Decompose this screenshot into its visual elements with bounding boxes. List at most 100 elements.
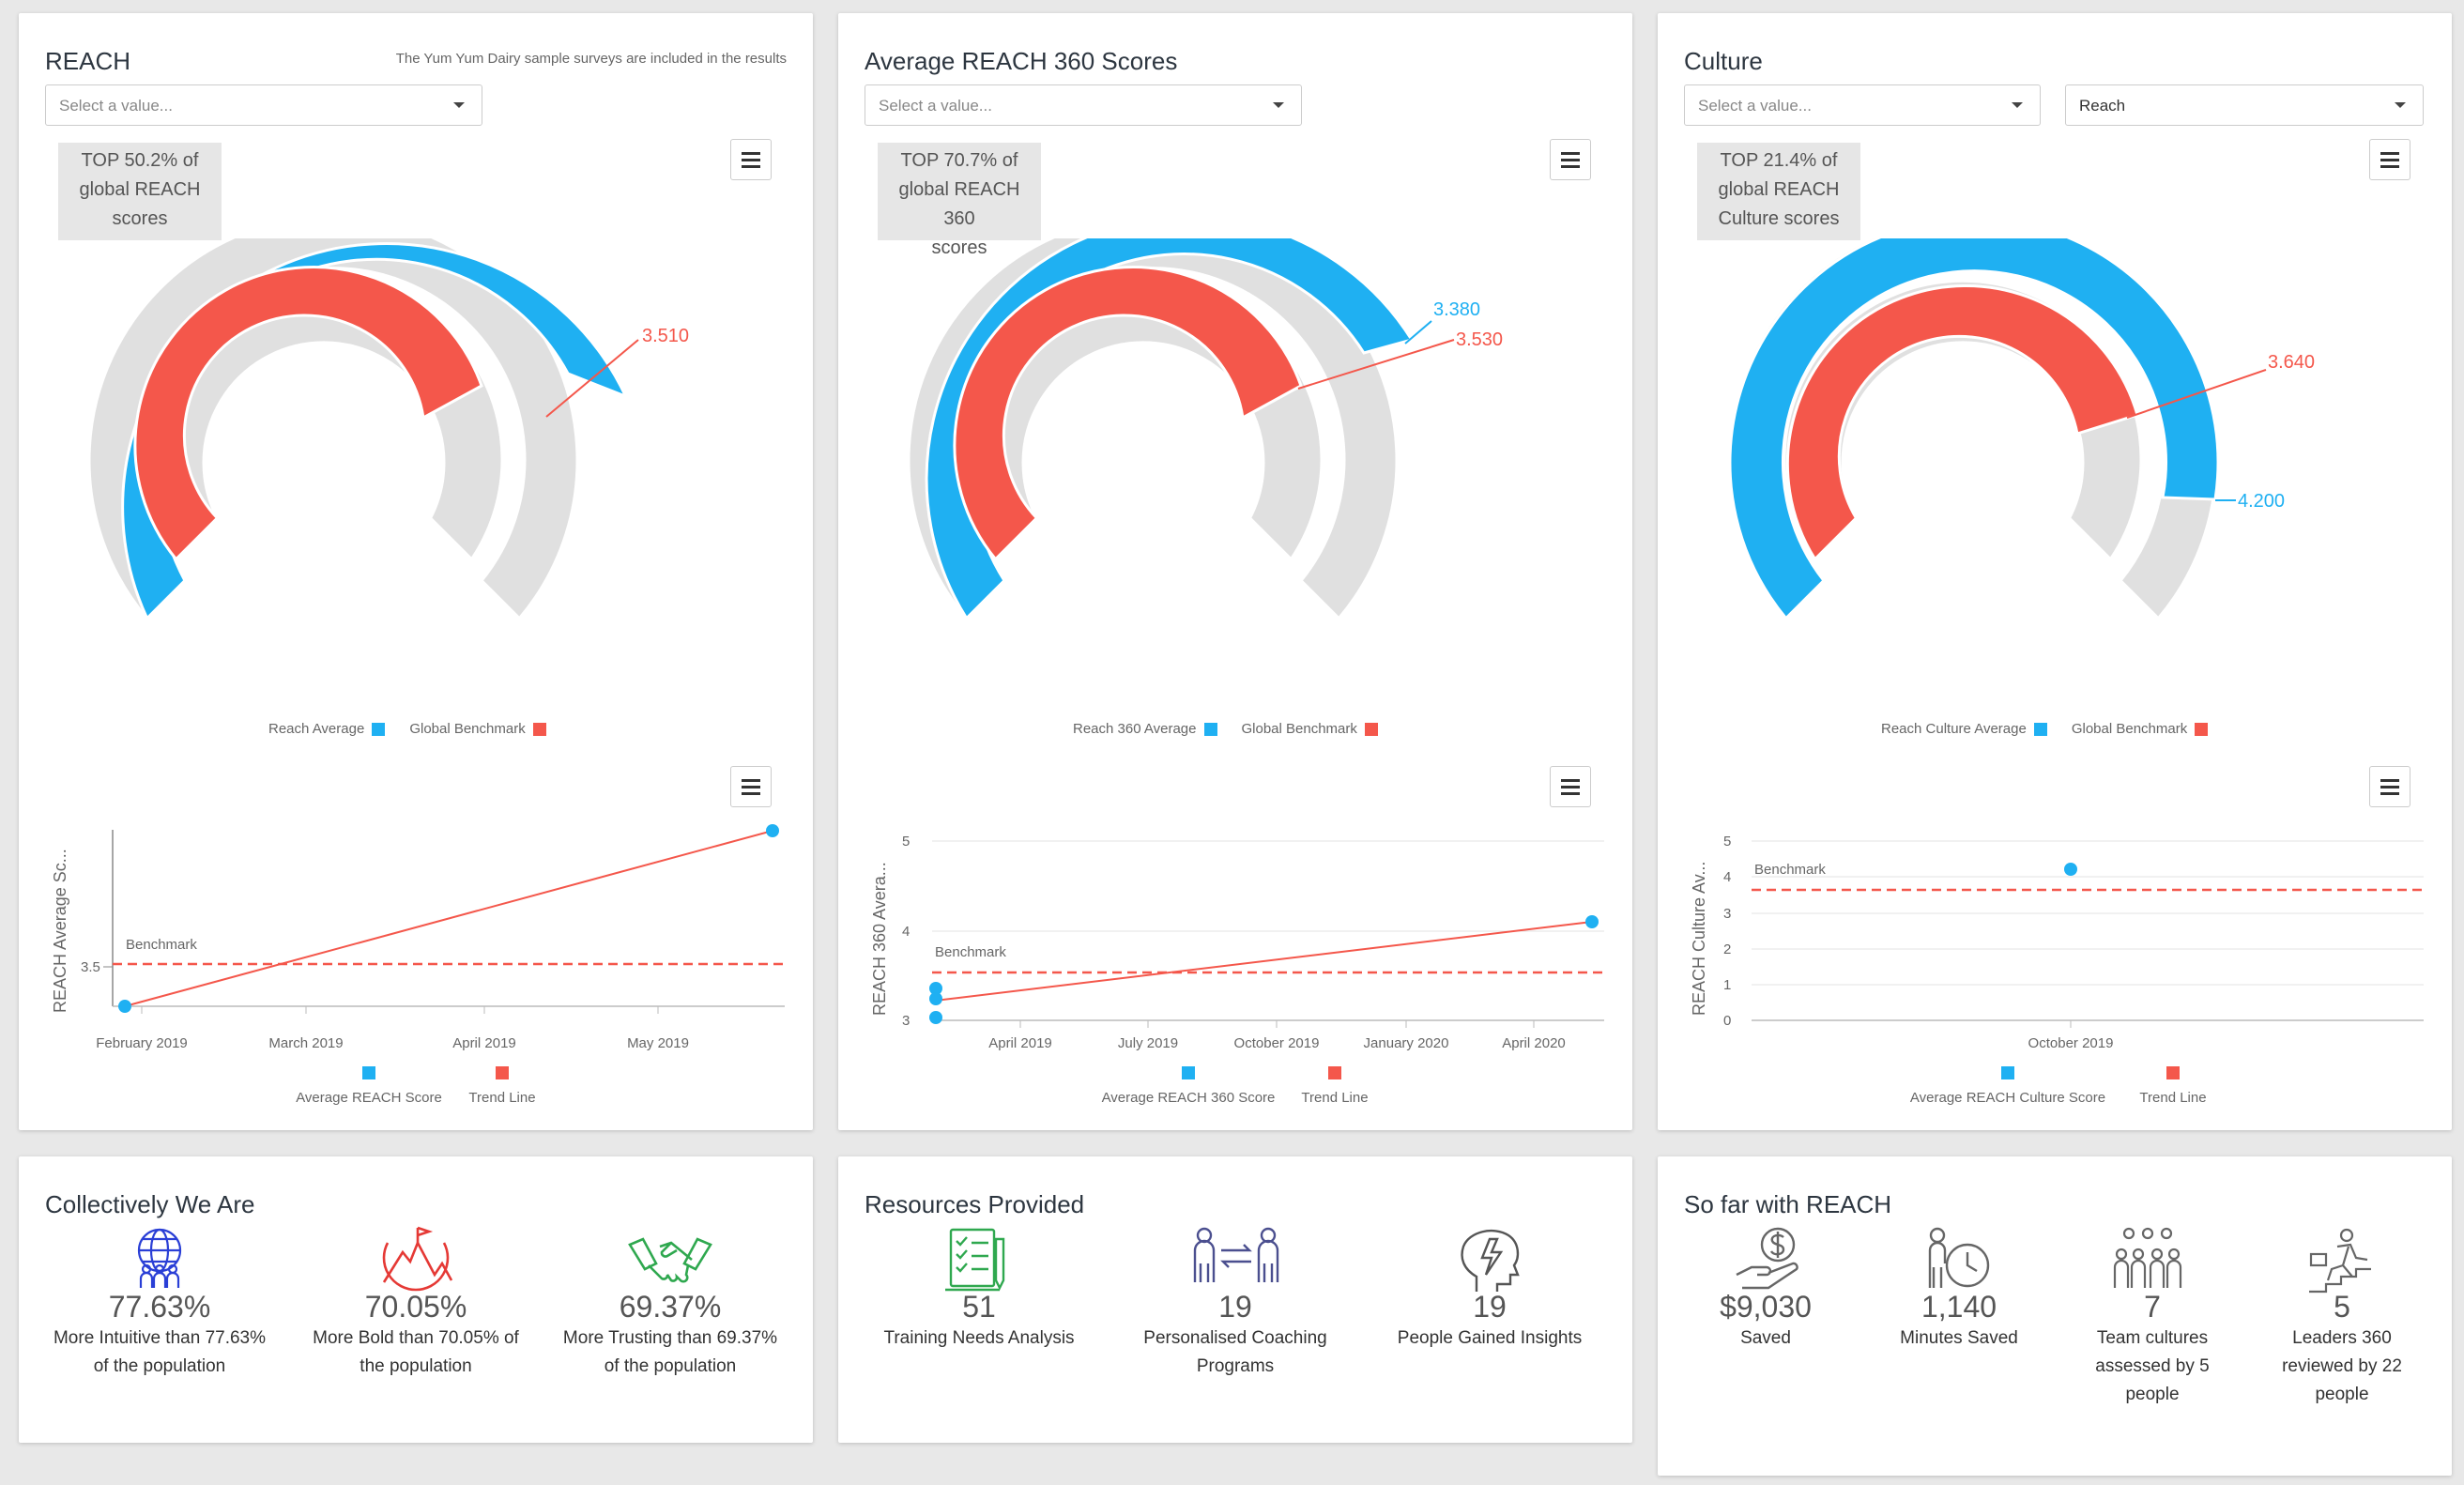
- y-tick-label: 4: [1723, 869, 1731, 885]
- stat-label: Team cultures: [2096, 1328, 2209, 1348]
- gauge-average-value: 3.380: [1433, 299, 1480, 320]
- legend-swatch: [1203, 722, 1217, 736]
- reach360-gauge-chart: 3.380 3.530: [907, 238, 1503, 621]
- stat-label: Saved: [1740, 1328, 1791, 1348]
- stat-label: More Trusting than 69.37%: [562, 1328, 778, 1348]
- leader-stairs-icon: [2309, 1228, 2371, 1294]
- badge-line: TOP 70.7% of: [900, 150, 1018, 171]
- stat-label: Leaders 360: [2292, 1328, 2392, 1348]
- legend-label: Average REACH 360 Score: [1102, 1090, 1276, 1106]
- x-tick-label: April 2019: [988, 1035, 1052, 1051]
- team-icon: [2113, 1227, 2182, 1288]
- money-hand-icon: [1736, 1227, 1798, 1290]
- x-ticks: April 2019 July 2019 October 2019 Januar…: [988, 1020, 1566, 1051]
- reach360-title: Average REACH 360 Scores: [865, 47, 1178, 75]
- coaching-icon: [1193, 1227, 1279, 1282]
- chart-menu-button[interactable]: [2369, 139, 2410, 180]
- stat-label: More Intuitive than 77.63%: [53, 1328, 267, 1348]
- legend-label: Trend Line: [1301, 1090, 1368, 1106]
- culture-type-select[interactable]: Reach: [2065, 84, 2424, 126]
- reach-select-placeholder: Select a value...: [59, 97, 173, 115]
- legend-label: Global Benchmark: [1241, 721, 1357, 737]
- mountain-flag-icon: [382, 1226, 453, 1292]
- legend-label: Trend Line: [2139, 1090, 2206, 1106]
- stat-value: 51: [962, 1290, 996, 1324]
- stat-money-saved: $9,030 Saved: [1667, 1290, 1864, 1353]
- stat-value: 69.37%: [619, 1290, 722, 1324]
- stat-value: 19: [1218, 1290, 1252, 1324]
- stat-label: People Gained Insights: [1397, 1328, 1583, 1348]
- stat-value: 7: [2144, 1290, 2161, 1324]
- people-globe-icon: [137, 1228, 182, 1288]
- gauge-average-value: 4.200: [2238, 491, 2285, 512]
- y-axis-title: REACH Culture Av...: [1690, 862, 1708, 1016]
- average-leader-line: [1404, 320, 1432, 344]
- culture-card: Culture Select a value... Reach TOP 21.4…: [1658, 13, 2452, 1130]
- benchmark-label: Benchmark: [935, 944, 1006, 960]
- data-point: [929, 1011, 942, 1024]
- stat-label: of the population: [604, 1356, 737, 1376]
- stat-value: 19: [1473, 1290, 1507, 1324]
- stat-value: 1,140: [1921, 1290, 1997, 1324]
- chevron-down-icon: [2012, 102, 2023, 108]
- x-ticks: February 2019 March 2019 April 2019 May …: [96, 1006, 689, 1051]
- badge-line: scores: [931, 237, 987, 258]
- x-tick-label: July 2019: [1118, 1035, 1178, 1051]
- gauge-benchmark-bar: [133, 266, 483, 561]
- chart-menu-button[interactable]: [1550, 139, 1591, 180]
- chart-menu-button[interactable]: [2369, 766, 2410, 807]
- badge-line: global REACH: [79, 179, 201, 200]
- chart-menu-button[interactable]: [730, 139, 772, 180]
- legend-swatch: [2166, 1066, 2180, 1079]
- badge-line: global REACH 360: [898, 179, 1020, 229]
- stat-label: reviewed by 22: [2282, 1356, 2402, 1376]
- clock-person-icon: [1928, 1227, 1990, 1288]
- legend-swatch: [532, 722, 546, 736]
- culture-select[interactable]: Select a value...: [1684, 84, 2041, 126]
- x-tick-label: January 2020: [1364, 1035, 1449, 1051]
- stat-label: people: [2315, 1385, 2369, 1404]
- chevron-down-icon: [453, 102, 465, 108]
- y-tick-label: 1: [1723, 977, 1731, 993]
- stat-label: of the population: [93, 1356, 226, 1376]
- stat-value: 70.05%: [364, 1290, 467, 1324]
- stat-value: 5: [2334, 1290, 2350, 1324]
- benchmark-leader-line: [545, 339, 639, 418]
- sofar-card: So far with REACH $9,030 Saved 1,140 Min…: [1658, 1156, 2452, 1476]
- reach360-select[interactable]: Select a value...: [865, 84, 1302, 126]
- culture-gauge-chart: 3.640 4.200: [1726, 238, 2315, 620]
- data-point: [1585, 915, 1599, 928]
- stat-leaders-360: 5 Leaders 360 reviewed by 22 people: [2243, 1290, 2441, 1409]
- chart-menu-button[interactable]: [1550, 766, 1591, 807]
- legend-swatch: [1328, 1066, 1341, 1079]
- x-tick-label: October 2019: [1234, 1035, 1320, 1051]
- legend-label: Reach 360 Average: [1073, 721, 1197, 737]
- legend-label: Global Benchmark: [2071, 721, 2188, 737]
- badge-line: Culture scores: [1718, 208, 1840, 229]
- reach360-rank-badge: TOP 70.7% of global REACH 360 scores: [878, 143, 1041, 258]
- legend-swatch: [2195, 722, 2209, 736]
- stat-minutes-saved: 1,140 Minutes Saved: [1860, 1290, 2058, 1353]
- trend-line: [934, 921, 1593, 1002]
- reach-gauge-chart: 3.510: [87, 238, 689, 621]
- data-point: [929, 982, 942, 995]
- y-axis-title: REACH Average Sc...: [51, 849, 69, 1013]
- culture-line-chart: REACH Culture Av... 5 4 3 2 1 0 Benchmar…: [1690, 834, 2424, 1106]
- chart-menu-button[interactable]: [730, 766, 772, 807]
- legend-swatch: [496, 1066, 509, 1079]
- gauge-benchmark-bar: [953, 266, 1303, 561]
- gauge-benchmark-bar: [1785, 284, 2139, 562]
- reach-line-chart: REACH Average Sc... 3.5 Benchmark Februa…: [51, 824, 785, 1106]
- reach-select[interactable]: Select a value...: [45, 84, 482, 126]
- data-point: [929, 992, 942, 1005]
- y-axis-title: REACH 360 Avera...: [870, 862, 889, 1016]
- legend-swatch: [1364, 722, 1378, 736]
- checklist-icon: [945, 1228, 1005, 1292]
- stat-insights: 19 People Gained Insights: [1354, 1290, 1626, 1353]
- badge-line: TOP 21.4% of: [1720, 150, 1838, 171]
- stat-label: Programs: [1196, 1356, 1275, 1376]
- x-tick-label: February 2019: [96, 1035, 188, 1051]
- data-point: [2064, 863, 2077, 876]
- legend-swatch: [372, 722, 386, 736]
- y-tick-label: 5: [1723, 834, 1731, 850]
